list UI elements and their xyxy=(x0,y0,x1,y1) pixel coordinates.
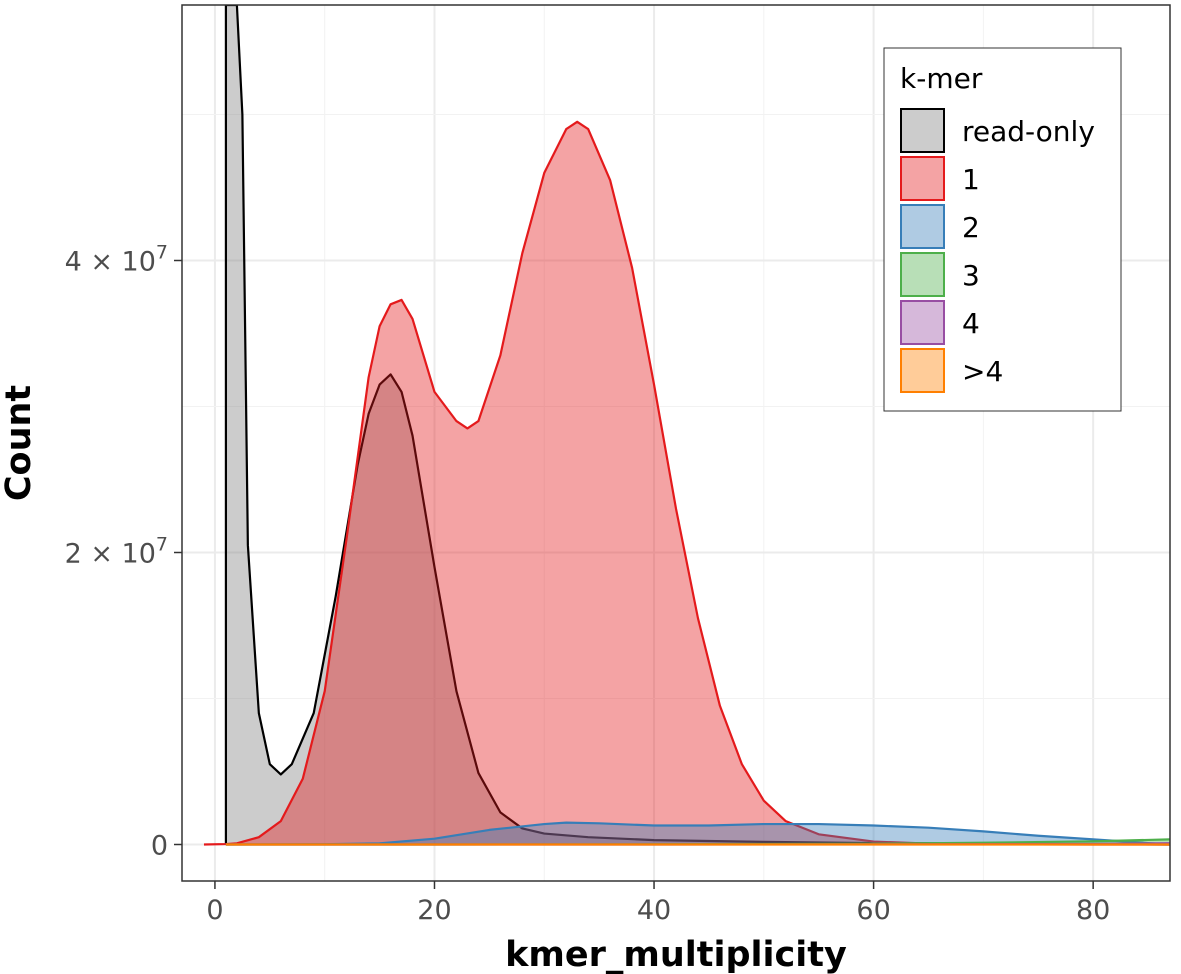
y-tick-label: 0 xyxy=(151,831,168,862)
legend-key-3 xyxy=(900,252,945,297)
series-areas xyxy=(203,5,1170,846)
legend: k-mer read-only 1 2 3 4 >4 xyxy=(883,47,1122,412)
legend-key-gt4 xyxy=(900,348,945,393)
plot-panel-border xyxy=(181,4,1171,882)
legend-label-gt4: >4 xyxy=(962,355,1003,388)
y-tick-label: 2 × 107 xyxy=(65,534,168,570)
legend-key-4 xyxy=(900,300,945,345)
series-line-1 xyxy=(203,120,1170,846)
x-tick-label: 60 xyxy=(856,895,890,926)
x-axis: 0 20 40 60 80 xyxy=(206,881,1110,926)
x-tick-label: 0 xyxy=(206,895,223,926)
legend-label-read-only: read-only xyxy=(962,115,1095,148)
series-area-read-only xyxy=(225,5,1170,845)
legend-label-4: 4 xyxy=(962,307,980,340)
series-area-1 xyxy=(203,121,1170,845)
x-tick-label: 80 xyxy=(1076,895,1110,926)
y-axis: 0 2 × 107 4 × 107 xyxy=(65,242,182,862)
legend-key-1 xyxy=(900,156,945,201)
y-axis-title: Count xyxy=(0,385,39,501)
x-axis-title: kmer_multiplicity xyxy=(505,935,847,974)
legend-label-1: 1 xyxy=(962,163,980,196)
legend-key-read-only xyxy=(900,108,945,153)
x-tick-label: 20 xyxy=(417,895,451,926)
series-line-2 xyxy=(225,821,1170,846)
x-tick-label: 40 xyxy=(637,895,671,926)
y-tick-label: 4 × 107 xyxy=(65,242,168,278)
legend-label-2: 2 xyxy=(962,211,980,244)
legend-title: k-mer xyxy=(900,62,983,95)
legend-label-3: 3 xyxy=(962,259,980,292)
legend-key-2 xyxy=(900,204,945,249)
series-line-read-only xyxy=(224,5,1170,846)
